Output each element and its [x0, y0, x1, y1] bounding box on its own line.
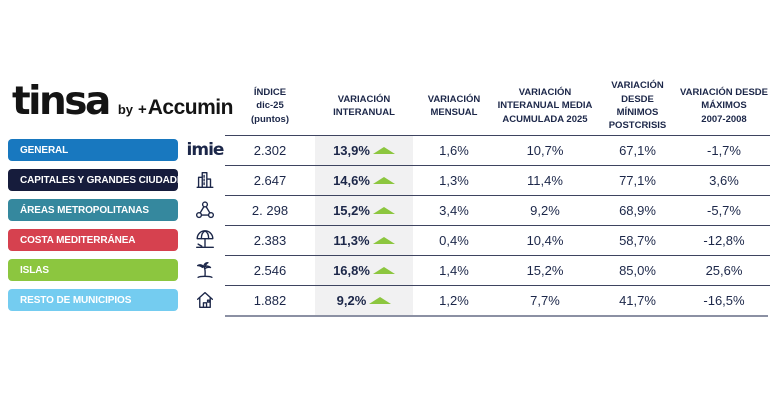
table-row: ÁREAS METROPOLITANAS 2. 298 15,2% 3,4% 9…: [0, 195, 770, 225]
accumin-plus-icon: +: [137, 101, 147, 118]
cell-variacion-media: 15,2%: [526, 263, 564, 278]
cell-variacion-media: 7,7%: [530, 293, 560, 308]
cell-variacion-minimos: 85,0%: [619, 263, 656, 278]
cell-variacion-mensual: 1,3%: [439, 173, 469, 188]
cell-variacion-maximos: -16,5%: [703, 293, 745, 308]
table-row: COSTA MEDITERRÁNEA 2.383 11,3% 0,4% 10,4…: [0, 225, 770, 255]
cell-indice: 1.882: [253, 293, 287, 308]
cell-variacion-mensual: 1,2%: [439, 293, 469, 308]
cell-indice: 2. 298: [251, 203, 289, 218]
table-bottom-border: [225, 315, 768, 317]
tinsa-logo: tinsa by + Accumin: [12, 82, 233, 121]
cell-variacion-mensual: 0,4%: [439, 233, 469, 248]
header-variacion-maximos: VARIACIÓN DESDE MÁXIMOS 2007-2008: [680, 87, 768, 125]
cell-indice: 2.302: [253, 143, 287, 158]
cell-variacion-maximos: 25,6%: [705, 263, 743, 278]
cell-variacion-media: 10,4%: [526, 233, 564, 248]
palm-tree-icon: [196, 261, 213, 279]
imie-logo: imie: [186, 140, 225, 160]
cell-variacion-minimos: 77,1%: [619, 173, 656, 188]
row-label-general: GENERAL: [8, 139, 178, 161]
trend-up-icon: [369, 297, 392, 304]
cell-variacion-mensual: 1,6%: [439, 143, 469, 158]
cell-variacion-maximos: -5,7%: [707, 203, 741, 218]
header-variacion-mensual: VARIACIÓN MENSUAL: [427, 93, 481, 118]
cell-variacion-interanual: 15,2%: [315, 196, 413, 225]
house-icon: [196, 291, 214, 309]
logo-by-label: by: [117, 102, 133, 117]
cell-variacion-mensual: 3,4%: [439, 203, 469, 218]
table-row: RESTO DE MUNICIPIOS 1.882 9,2% 1,2% 7,7%…: [0, 285, 770, 315]
header-variacion-interanual: VARIACIÓN INTERANUAL: [333, 93, 395, 118]
tinsa-wordmark: tinsa: [12, 79, 111, 124]
trend-up-icon: [372, 237, 395, 244]
cell-variacion-interanual: 14,6%: [315, 166, 413, 195]
cell-variacion-minimos: 68,9%: [619, 203, 656, 218]
header-variacion-minimos: VARIACIÓN DESDE MÍNIMOS POSTCRISIS: [608, 80, 667, 132]
data-table: ÍNDICE dic-25 (puntos) VARIACIÓN INTERAN…: [0, 77, 770, 315]
row-label-resto-municipios: RESTO DE MUNICIPIOS: [8, 289, 178, 311]
cell-variacion-minimos: 67,1%: [619, 143, 656, 158]
trend-up-icon: [372, 177, 395, 184]
cell-indice: 2.383: [253, 233, 287, 248]
table-row: GENERAL imie 2.302 13,9% 1,6% 10,7% 67,1…: [0, 135, 770, 165]
accumin-wordmark: Accumin: [147, 96, 234, 119]
table-row: ISLAS 2.546 16,8% 1,4% 15,2% 85,0% 25,6%: [0, 255, 770, 285]
cell-indice: 2.647: [253, 173, 287, 188]
cell-variacion-interanual: 11,3%: [315, 226, 413, 255]
cell-variacion-mensual: 1,4%: [439, 263, 469, 278]
cell-variacion-interanual: 16,8%: [315, 256, 413, 285]
table-row: CAPITALES Y GRANDES CIUDADES 2.647 14,6%…: [0, 165, 770, 195]
cell-variacion-interanual: 13,9%: [315, 136, 413, 165]
row-label-costa-mediterranea: COSTA MEDITERRÁNEA: [8, 229, 178, 251]
cell-variacion-media: 11,4%: [527, 173, 563, 188]
header-row: ÍNDICE dic-25 (puntos) VARIACIÓN INTERAN…: [0, 77, 770, 135]
cell-variacion-maximos: -12,8%: [703, 233, 745, 248]
trend-up-icon: [372, 147, 395, 154]
cell-variacion-minimos: 58,7%: [619, 233, 656, 248]
header-variacion-media-acumulada: VARIACIÓN INTERANUAL MEDIA ACUMULADA 202…: [497, 87, 593, 125]
cell-variacion-maximos: -1,7%: [707, 143, 741, 158]
trend-up-icon: [372, 267, 395, 274]
cell-variacion-interanual: 9,2%: [315, 286, 413, 315]
row-label-areas-metropolitanas: ÁREAS METROPOLITANAS: [8, 199, 178, 221]
trend-up-icon: [372, 207, 395, 214]
cell-variacion-maximos: 3,6%: [709, 173, 739, 188]
beach-umbrella-icon: [196, 230, 214, 249]
network-icon: [195, 201, 215, 219]
cell-variacion-minimos: 41,7%: [619, 293, 656, 308]
row-label-islas: ISLAS: [8, 259, 178, 281]
header-indice: ÍNDICE dic-25 (puntos): [251, 87, 289, 125]
row-label-capitales: CAPITALES Y GRANDES CIUDADES: [8, 169, 190, 191]
cell-indice: 2.546: [253, 263, 287, 278]
buildings-icon: [196, 171, 214, 189]
cell-variacion-media: 10,7%: [526, 143, 564, 158]
cell-variacion-media: 9,2%: [530, 203, 560, 218]
